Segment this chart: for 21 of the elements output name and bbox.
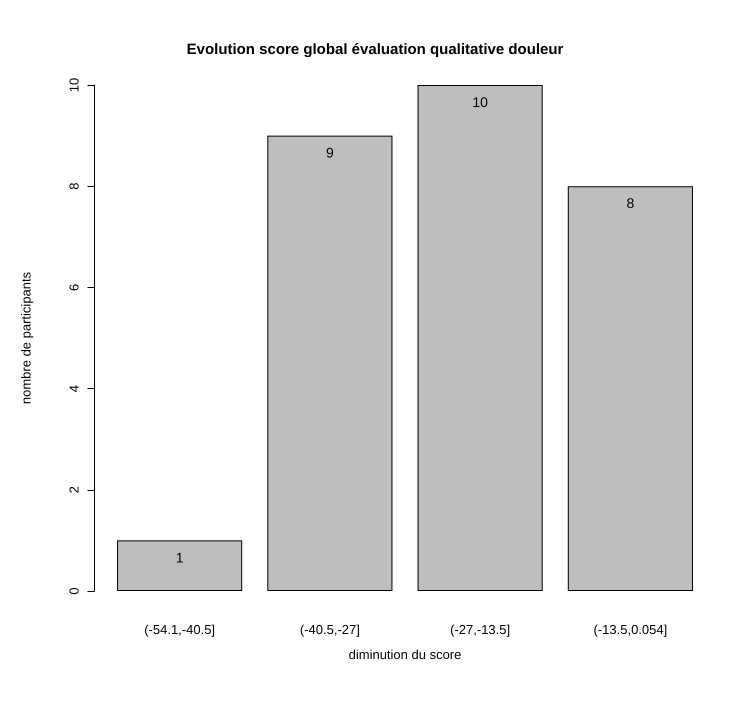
data-label: 8 bbox=[626, 195, 634, 212]
x-tick-label: (-40.5,-27] bbox=[300, 622, 360, 637]
y-tick-label: 10 bbox=[66, 78, 82, 92]
bar bbox=[267, 136, 392, 591]
y-axis-title: nombre de participants bbox=[18, 271, 34, 404]
x-axis-title: diminution du score bbox=[348, 647, 462, 662]
data-label: 10 bbox=[472, 94, 488, 110]
y-tick-label: 4 bbox=[66, 384, 82, 392]
y-tick-label: 2 bbox=[66, 486, 82, 494]
y-tick-label: 8 bbox=[66, 182, 82, 190]
chart-title: Evolution score global évaluation qualitative douleur bbox=[186, 41, 564, 58]
data-label: 9 bbox=[326, 144, 334, 161]
x-tick-label: (-27,-13.5] bbox=[450, 622, 510, 637]
y-tick-label: 6 bbox=[66, 284, 82, 292]
x-tick-label: (-13.5,0.054] bbox=[594, 622, 668, 637]
bar bbox=[568, 186, 693, 591]
y-tick-label: 0 bbox=[66, 587, 82, 595]
x-tick-label: (-54.1,-40.5] bbox=[144, 622, 216, 637]
bar bbox=[117, 540, 242, 591]
data-label: 1 bbox=[176, 549, 184, 566]
bar bbox=[418, 85, 543, 591]
